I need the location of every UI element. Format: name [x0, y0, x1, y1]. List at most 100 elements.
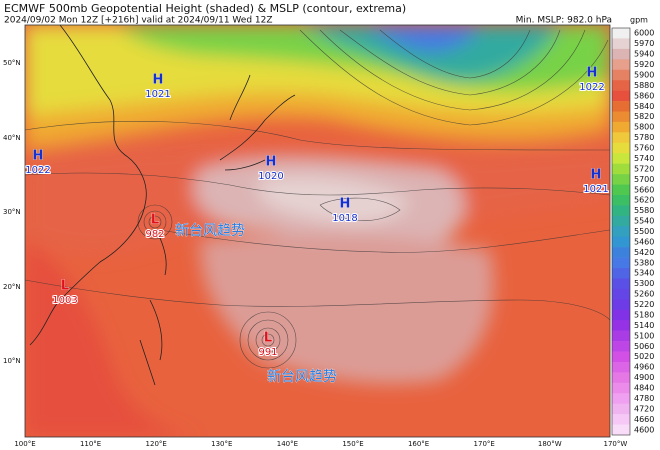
colorbar-label: 5540 — [634, 217, 654, 226]
lon-label: 170°E — [474, 440, 495, 448]
colorbar-swatch — [612, 142, 630, 154]
colorbar-label: 5460 — [634, 237, 654, 246]
colorbar-swatch — [612, 69, 630, 81]
colorbar-label: 5140 — [634, 321, 654, 330]
colorbar-label: 5180 — [634, 310, 654, 319]
colorbar-swatch — [612, 330, 630, 342]
lon-label: 110°E — [80, 440, 101, 448]
colorbar-swatch — [612, 372, 630, 384]
colorbar-swatch — [612, 226, 630, 238]
colorbar-swatch — [612, 236, 630, 248]
colorbar-swatch — [612, 351, 630, 363]
colorbar-label: 5800 — [634, 123, 654, 132]
colorbar-label: 4840 — [634, 384, 654, 393]
lat-label: 30°N — [3, 208, 21, 216]
colorbar-swatch — [612, 38, 630, 50]
colorbar-label: 5740 — [634, 154, 654, 163]
center-pressure: 1020 — [258, 171, 283, 182]
colorbar-label: 5860 — [634, 91, 654, 100]
colorbar-label: 5760 — [634, 144, 654, 153]
center-pressure: 1021 — [145, 89, 170, 100]
colorbar-label: 4660 — [634, 415, 654, 424]
colorbar-swatch — [612, 247, 630, 258]
colorbar-label: 4780 — [634, 394, 654, 403]
colorbar-label: 5300 — [634, 279, 654, 288]
colorbar-label: 5500 — [634, 227, 654, 236]
colorbar-swatch — [612, 80, 630, 91]
center-pressure: 991 — [258, 347, 277, 358]
colorbar-label: 5100 — [634, 331, 654, 340]
colorbar-swatch — [612, 194, 630, 206]
colorbar-label: 5840 — [634, 102, 654, 111]
colorbar-label: 5700 — [634, 175, 654, 184]
lat-label: 20°N — [3, 283, 21, 291]
title: ECMWF 500mb Geopotential Height (shaded)… — [4, 2, 406, 15]
coastlines — [29, 25, 296, 386]
min-mslp: Min. MSLP: 982.0 hPa — [516, 16, 612, 26]
colorbar-swatch — [612, 121, 630, 133]
colorbar-swatch — [612, 111, 630, 123]
center-kind: H — [340, 197, 351, 212]
colorbar-swatch — [612, 414, 630, 425]
colorbar-label: 5880 — [634, 81, 654, 90]
colorbar-label: 4600 — [634, 425, 654, 434]
colorbar-swatch — [612, 163, 630, 175]
center-pressure: 1003 — [52, 295, 77, 306]
colorbar-swatch — [612, 48, 630, 60]
center-kind: L — [264, 331, 272, 346]
subtitle: 2024/09/02 Mon 12Z [+216h] valid at 2024… — [4, 16, 273, 26]
center-kind: H — [153, 73, 164, 88]
colorbar-swatch — [612, 153, 630, 164]
colorbar-label: 5020 — [634, 352, 654, 361]
center-pressure: 1018 — [332, 213, 357, 224]
colorbar-swatch — [612, 90, 630, 102]
lon-label: 130°E — [211, 440, 232, 448]
colorbar-swatch — [612, 28, 630, 39]
center-pressure: 982 — [145, 229, 164, 240]
colorbar-swatch — [612, 403, 630, 415]
annotation: 新台风趋势 — [267, 369, 337, 385]
center-kind: H — [591, 168, 602, 183]
colorbar-label: 5720 — [634, 164, 654, 173]
colorbar-swatch — [612, 361, 630, 373]
colorbar-label: 5060 — [634, 342, 654, 351]
lon-label: 170°W — [604, 440, 628, 448]
lon-label: 140°E — [277, 440, 298, 448]
colorbar-label: 5900 — [634, 70, 654, 79]
colorbar-label: 5620 — [634, 196, 654, 205]
colorbar-label: 5820 — [634, 112, 654, 121]
colorbar-label: 5580 — [634, 206, 654, 215]
center-kind: L — [151, 213, 159, 228]
colorbar-frame — [611, 27, 631, 436]
colorbar-swatch — [612, 288, 630, 300]
colorbar-label: 5970 — [634, 39, 654, 48]
center-kind: H — [266, 155, 277, 170]
colorbar-label: 5940 — [634, 50, 654, 59]
colorbar-label: 5780 — [634, 133, 654, 142]
colorbar-swatch — [612, 424, 630, 436]
colorbar-swatch — [612, 278, 630, 290]
center-kind: L — [61, 279, 69, 294]
colorbar-swatch — [612, 174, 630, 185]
colorbar-label: 4900 — [634, 373, 654, 382]
colorbar-swatch — [612, 320, 630, 331]
colorbar-swatch — [612, 268, 630, 279]
colorbar-label: 5380 — [634, 258, 654, 267]
colorbar-label: 5220 — [634, 300, 654, 309]
lat-label: 10°N — [3, 357, 21, 365]
colorbar-label: 5340 — [634, 269, 654, 278]
colorbar-label: 5260 — [634, 290, 654, 299]
lon-label: 150°E — [342, 440, 363, 448]
colorbar-swatch — [612, 205, 630, 217]
colorbar-swatch — [612, 257, 630, 269]
map-shading — [25, 25, 610, 437]
colorbar-swatch — [612, 309, 630, 321]
colorbar-swatch — [612, 184, 630, 196]
colorbar-swatch — [612, 382, 630, 394]
lon-label: 160°E — [408, 440, 429, 448]
lat-label: 50°N — [3, 59, 21, 67]
colorbar-swatch — [612, 341, 630, 352]
colorbar-label: 5420 — [634, 248, 654, 257]
